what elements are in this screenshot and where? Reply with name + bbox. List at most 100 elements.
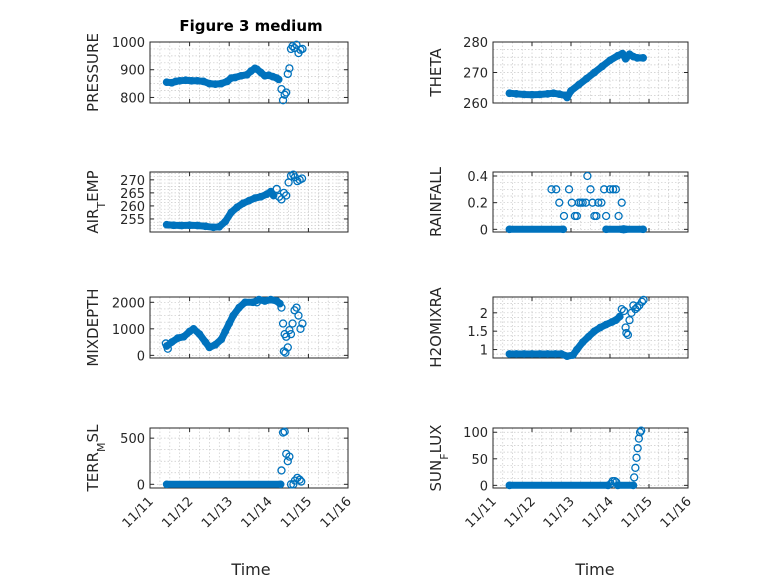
data-point [608,318,616,326]
data-point [610,476,619,486]
data-point [588,198,597,207]
data-point [621,54,630,63]
data-point [283,69,292,79]
data-point [162,78,171,87]
y-axis-label: RAINFALL [427,166,445,237]
subplot-7: 0 500 TERRMSL 11/11 11/12 11/13 11/14 11/15 11/1… [84,424,355,531]
data-point [582,74,591,83]
y-tick-label: 265 [120,187,145,202]
data-point [282,332,291,341]
y-tick-label: 0 [137,349,145,364]
x-tick-label: 11/16 [318,494,355,531]
data-point [602,225,610,234]
data-point [614,211,623,221]
data-point [296,324,305,333]
data-point [281,348,290,357]
data-point [505,225,514,234]
data-point [512,350,521,358]
subplot-8: 0 50 100 SUNFLUX 11/11 11/12 11/13 11/14 11/15 11… [427,425,695,532]
y-axis-label: H2OMIXRA [427,287,445,368]
data-point [274,75,283,84]
y-tick-label: 1.5 [467,325,488,340]
x-tick-label: 11/15 [278,494,315,531]
data-point [535,350,544,358]
data-point [578,338,587,347]
data-point [298,319,307,328]
data-point [179,332,188,341]
data-point [276,480,285,489]
data-point [637,297,647,306]
data-point [613,51,622,60]
data-point [586,185,595,194]
data-point [276,299,284,308]
y-axis-label: THETA [427,48,445,98]
axes-box [149,427,349,489]
data-point [629,52,638,61]
data-point [605,185,615,194]
data-point [295,475,304,484]
data-point [505,481,514,490]
y-tick-label: 100 [463,426,488,441]
data-point [195,330,204,338]
x-tick-label: 11/13 [199,494,236,531]
data-point [600,185,609,194]
data-point [574,80,583,89]
data-point [639,295,648,305]
y-tick-label: 270 [463,67,488,82]
data-point [520,350,529,358]
data-point [211,340,220,349]
data-point [590,327,599,336]
data-point [612,478,621,487]
data-point [547,185,556,194]
data-point [241,298,249,307]
x-axis-label-left: Time [230,560,270,579]
data-point [268,72,277,81]
data-point [269,191,278,200]
data-point [283,457,292,466]
dense-point-run [163,64,283,88]
data-point [297,477,306,486]
x-tick-label: 11/15 [619,494,656,531]
data-point [520,90,529,99]
data-point [193,221,202,230]
data-point [161,339,170,348]
data-point [637,426,646,435]
data-point [625,50,634,59]
data-point [277,303,286,312]
data-point [635,428,645,437]
data-point [278,319,288,328]
data-point [294,311,303,320]
axes-box [149,296,349,359]
y-tick-label: 255 [120,213,145,228]
y-tick-label: 0 [137,478,145,493]
figure-title: Figure 3 medium [179,17,322,35]
data-point [280,427,289,436]
subplot-1: 800 900 1000 PRESSURE [84,33,349,112]
x-tick-label: 11/12 [159,494,196,531]
data-point [606,56,614,65]
data-point [252,298,262,307]
data-point [201,222,210,231]
y-tick-label: 2 [480,307,488,322]
data-point [535,90,544,99]
data-point [512,90,521,98]
data-point [617,304,626,314]
data-point [617,198,626,207]
data-point [298,44,307,54]
y-tick-label: 900 [120,64,145,79]
x-axis-label-right: Time [574,560,614,579]
data-point [528,350,536,358]
x-tick-label: 11/13 [541,494,578,531]
data-point [285,452,294,461]
data-point [594,198,603,207]
data-point [623,330,633,339]
data-point [639,225,648,234]
data-point [215,222,224,231]
data-point [578,198,587,207]
data-point [292,303,301,312]
data-point [630,473,639,482]
data-point [569,351,577,359]
data-point [201,338,210,346]
